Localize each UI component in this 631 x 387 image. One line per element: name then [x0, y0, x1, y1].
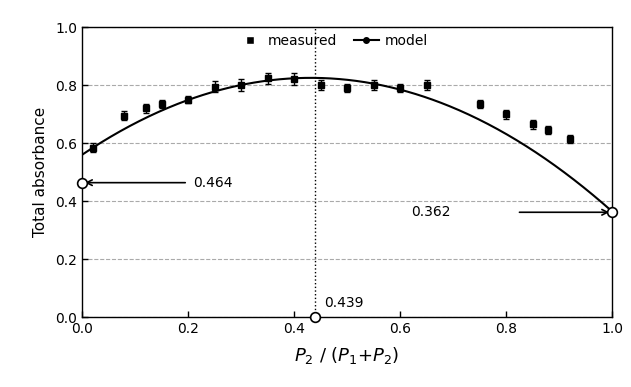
Legend: measured, model: measured, model — [237, 34, 428, 48]
Y-axis label: Total absorbance: Total absorbance — [33, 107, 48, 237]
Text: 0.464: 0.464 — [193, 176, 233, 190]
X-axis label: $\it{P}_2$ / ($\it{P}_1$+$\it{P}_2$): $\it{P}_2$ / ($\it{P}_1$+$\it{P}_2$) — [295, 344, 399, 366]
Text: 0.439: 0.439 — [324, 296, 363, 310]
Text: 0.362: 0.362 — [411, 205, 450, 219]
